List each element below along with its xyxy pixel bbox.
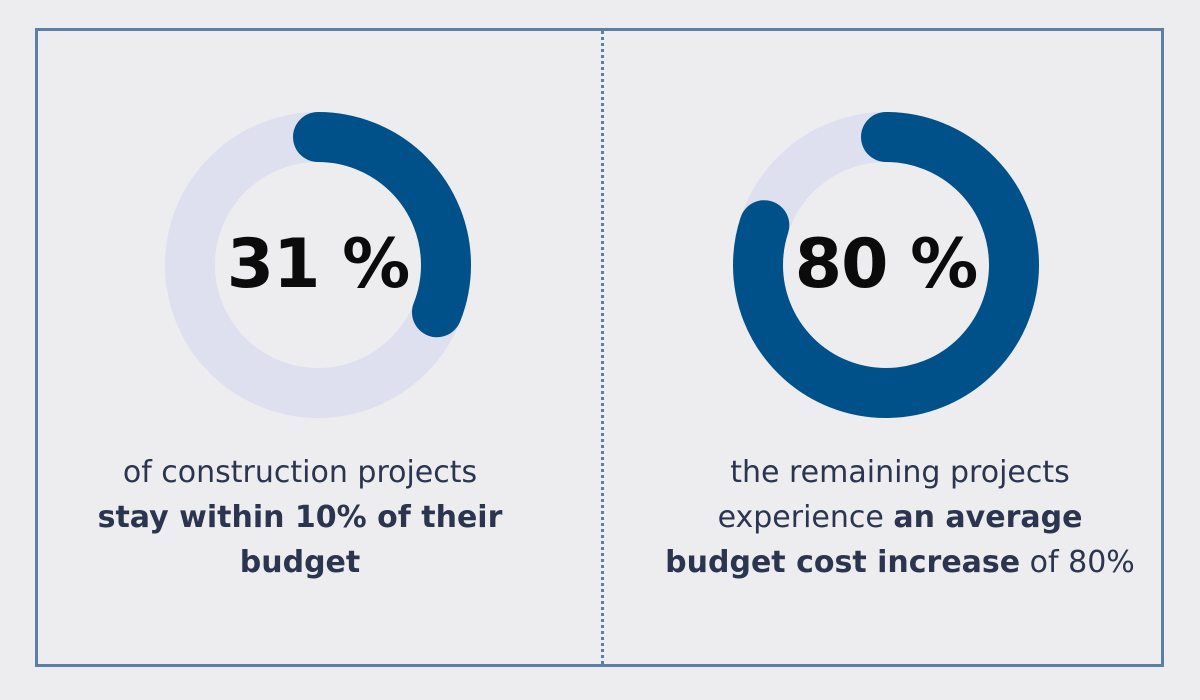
caption-left-line-3: budget [239,545,361,580]
caption-left: of construction projects stay within 10%… [60,450,540,585]
donut-chart-right: 80 % [726,105,1046,425]
percent-label-right: 80 % [794,225,978,304]
infographic-frame [35,28,1164,667]
caption-left-line-2: stay within 10% of their [97,500,503,535]
stat-panel-right: 80 % the remaining projects experience a… [600,0,1200,700]
stat-panel-left: 31 % of construction projects stay withi… [60,105,540,585]
caption-right-line-3-regular: of 80% [1020,545,1135,580]
donut-svg-right [733,112,1039,418]
caption-right-line-2-bold: an average [893,500,1083,535]
caption-right: the remaining projects experience an ave… [612,450,1188,585]
donut-arc-left [165,112,471,418]
caption-right-line-2-regular: experience [717,500,894,535]
caption-right-line-3-bold: budget cost increase [665,545,1021,580]
percent-label-left: 31 % [226,225,410,304]
donut-svg-left [165,112,471,418]
donut-arc-right [733,112,1039,418]
donut-chart-left: 31 % [158,105,478,425]
panel-divider [601,31,604,664]
caption-right-line-1: the remaining projects [730,455,1070,490]
caption-left-line-1: of construction projects [122,455,478,490]
